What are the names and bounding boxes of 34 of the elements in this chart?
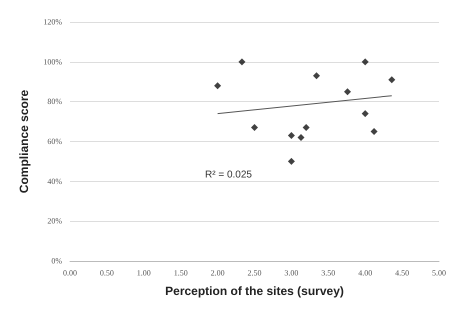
- point: [362, 58, 369, 66]
- x-tick-label: 1.00: [136, 268, 151, 278]
- y-tick-label: 120%: [43, 18, 62, 26]
- point: [370, 128, 378, 136]
- x-tick-label: 3.50: [321, 268, 336, 278]
- x-tick-label: 3.00: [284, 268, 298, 278]
- x-axis-title: Perception of the sites (survey): [165, 284, 344, 298]
- y-tick-label: 20%: [47, 216, 62, 226]
- point: [344, 88, 351, 96]
- x-tick-label: 4.50: [395, 268, 410, 278]
- y-axis-title: Compliance score: [17, 89, 31, 194]
- x-tick-label: 0.50: [100, 268, 114, 278]
- annotation: R² = 0.025: [205, 170, 252, 180]
- y-tick-label: 40%: [47, 176, 62, 186]
- point: [238, 58, 246, 66]
- point: [288, 158, 295, 165]
- x-tick-label: 5.00: [432, 268, 446, 278]
- x-tick-label: 1.50: [174, 268, 188, 278]
- x-tick-label: 2.00: [210, 268, 225, 278]
- x-tick-label: 4.00: [358, 268, 372, 278]
- y-tick-label: 100%: [43, 57, 62, 66]
- y-tick-label: 60%: [47, 137, 62, 146]
- y-tick-label: 0%: [51, 256, 62, 266]
- point: [297, 134, 304, 142]
- point: [251, 124, 258, 132]
- point: [302, 124, 310, 132]
- point: [312, 72, 320, 80]
- point: [388, 76, 396, 84]
- y-tick-label: 80%: [47, 97, 62, 106]
- x-tick-label: 0.00: [63, 268, 77, 278]
- point: [288, 132, 295, 140]
- x-tick-label: 2.50: [248, 268, 262, 278]
- point: [362, 110, 369, 118]
- point: [214, 82, 222, 90]
